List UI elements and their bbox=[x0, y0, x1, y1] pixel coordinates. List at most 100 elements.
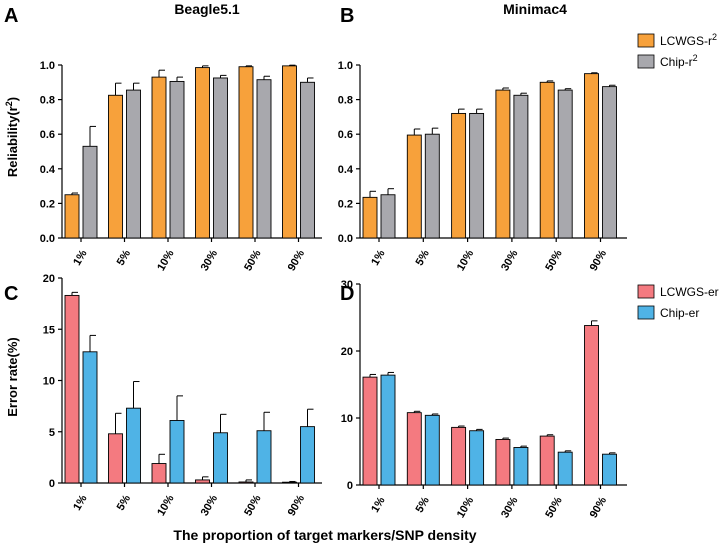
bar bbox=[108, 433, 123, 484]
panel-a-beagle-reliability: 0.0 0.2 0.4 0.6 0.8 1.0 1% 5% 10% 30% 50% 90% bbox=[40, 60, 322, 273]
bar bbox=[557, 451, 573, 486]
bar bbox=[282, 481, 297, 484]
y-tick-label: 0.0 bbox=[40, 233, 55, 245]
x-tick-label: 90% bbox=[286, 493, 308, 518]
y-tick-label: 0.2 bbox=[40, 198, 55, 210]
y-tick-label: 0.0 bbox=[338, 233, 353, 245]
panel-c-beagle-error-rate: 0 5 10 15 20 1% 5% 10% 30% 50% 90% bbox=[43, 273, 322, 518]
bar bbox=[169, 420, 185, 484]
bar bbox=[380, 194, 396, 239]
bar bbox=[108, 94, 123, 239]
bar bbox=[602, 453, 617, 486]
bar bbox=[584, 325, 599, 486]
panel-letter-c: C bbox=[4, 283, 18, 305]
panel-letter-b: B bbox=[340, 5, 354, 27]
bar bbox=[539, 81, 555, 239]
ylabel-sup: 2 bbox=[4, 101, 14, 106]
bar bbox=[151, 76, 167, 239]
bar bbox=[169, 80, 185, 239]
legend-label-lcwgs-er: LCWGS-er bbox=[660, 285, 719, 299]
x-tick-label: 30% bbox=[199, 248, 221, 273]
legend-label-chip-r2: Chip-r2 bbox=[660, 53, 698, 69]
x-tick-label: 5% bbox=[414, 495, 432, 515]
bar bbox=[539, 435, 555, 486]
y-tick-label: 15 bbox=[43, 324, 55, 336]
bar bbox=[406, 412, 422, 486]
x-tick-label: 50% bbox=[543, 495, 565, 520]
x-tick-label: 50% bbox=[242, 248, 264, 273]
bar bbox=[513, 447, 529, 486]
bar bbox=[195, 67, 210, 239]
y-axis-label-error-rate: Error rate(%) bbox=[5, 337, 20, 416]
x-tick-label: 10% bbox=[455, 248, 477, 273]
bar bbox=[64, 294, 80, 484]
y-tick-label: 5 bbox=[49, 427, 55, 439]
panel-letter-d: D bbox=[340, 283, 354, 305]
x-tick-label: 5% bbox=[414, 248, 432, 268]
x-tick-label: 1% bbox=[369, 495, 387, 515]
y-tick-label: 0.6 bbox=[40, 129, 55, 141]
panel-letter-a: A bbox=[4, 5, 18, 27]
legend-top: LCWGS-r2 Chip-r2 bbox=[637, 32, 717, 69]
x-tick-label: 1% bbox=[71, 248, 89, 268]
legend-label-chip-r2-sup: 2 bbox=[693, 53, 698, 63]
y-tick-label: 10 bbox=[341, 413, 353, 425]
y-tick-label: 0.6 bbox=[338, 129, 353, 141]
y-tick-label: 0.8 bbox=[40, 95, 55, 107]
bar bbox=[151, 463, 167, 484]
bar bbox=[126, 407, 141, 484]
y-tick-label: 1.0 bbox=[338, 60, 353, 72]
bar bbox=[469, 430, 485, 486]
x-tick-label: 30% bbox=[499, 495, 521, 520]
bar bbox=[495, 438, 511, 486]
x-tick-label: 10% bbox=[155, 493, 177, 518]
bar bbox=[469, 112, 485, 239]
x-tick-label: 90% bbox=[588, 495, 610, 520]
bar bbox=[362, 196, 378, 239]
y-tick-label: 20 bbox=[341, 346, 353, 358]
legend-label-lcwgs-r2-main: LCWGS-r bbox=[660, 34, 712, 48]
y-tick-label: 20 bbox=[43, 273, 55, 285]
x-tick-label: 5% bbox=[115, 248, 133, 268]
legend-swatch-lcwgs-er bbox=[637, 284, 655, 299]
panel-b-minimac-reliability: 0.0 0.2 0.4 0.6 0.8 1.0 1% 5% 10% 30% 50% 90% bbox=[338, 60, 627, 273]
bar bbox=[256, 430, 272, 484]
x-tick-label: 1% bbox=[71, 493, 89, 513]
bar bbox=[195, 479, 210, 484]
legend-label-chip-r2-main: Chip-r bbox=[660, 55, 693, 69]
bar bbox=[362, 376, 378, 486]
legend-label-lcwgs-r2: LCWGS-r2 bbox=[660, 32, 717, 48]
legend-label-lcwgs-r2-sup: 2 bbox=[712, 32, 717, 42]
bar bbox=[451, 426, 467, 486]
panel-a-title: Beagle5.1 bbox=[174, 1, 240, 17]
y-tick-label: 0.2 bbox=[338, 198, 353, 210]
ylabel-main: Reliability(r bbox=[5, 106, 20, 177]
y-tick-label: 0.4 bbox=[40, 164, 56, 176]
y-tick-label: 0.8 bbox=[338, 95, 353, 107]
x-tick-label: 5% bbox=[115, 493, 133, 513]
bar bbox=[300, 81, 315, 239]
bar bbox=[406, 134, 422, 239]
bar bbox=[82, 351, 98, 484]
y-tick-label: 0.4 bbox=[338, 164, 354, 176]
bar bbox=[256, 79, 272, 239]
y-tick-label: 0 bbox=[347, 480, 353, 492]
bar bbox=[300, 426, 315, 484]
bar bbox=[424, 133, 440, 239]
x-tick-label: 90% bbox=[286, 248, 308, 273]
y-tick-label: 30 bbox=[341, 279, 353, 291]
y-tick-label: 1.0 bbox=[40, 60, 55, 72]
x-tick-label: 50% bbox=[242, 493, 264, 518]
legend-swatch-chip-r2 bbox=[637, 54, 655, 69]
bar bbox=[213, 432, 228, 484]
x-tick-label: 30% bbox=[499, 248, 521, 273]
bar bbox=[213, 77, 228, 239]
x-tick-label: 10% bbox=[155, 248, 177, 273]
panel-b-title: Minimac4 bbox=[503, 1, 567, 17]
bar bbox=[64, 194, 80, 239]
bar bbox=[238, 66, 254, 239]
bar bbox=[557, 89, 573, 239]
y-tick-label: 10 bbox=[43, 376, 55, 388]
bar bbox=[126, 89, 141, 239]
